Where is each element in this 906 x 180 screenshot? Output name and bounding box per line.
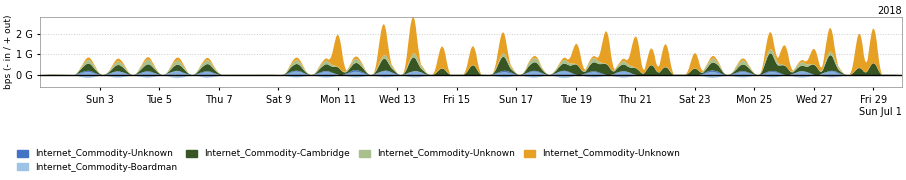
Text: Sun Jul 1: Sun Jul 1 [859,107,901,117]
Legend: Internet_Commodity-Unknown, Internet_Commodity-Boardman, Internet_Commodity-Camb: Internet_Commodity-Unknown, Internet_Com… [14,146,684,176]
Y-axis label: bps (- in / + out): bps (- in / + out) [5,15,14,89]
Text: 2018: 2018 [877,6,901,15]
